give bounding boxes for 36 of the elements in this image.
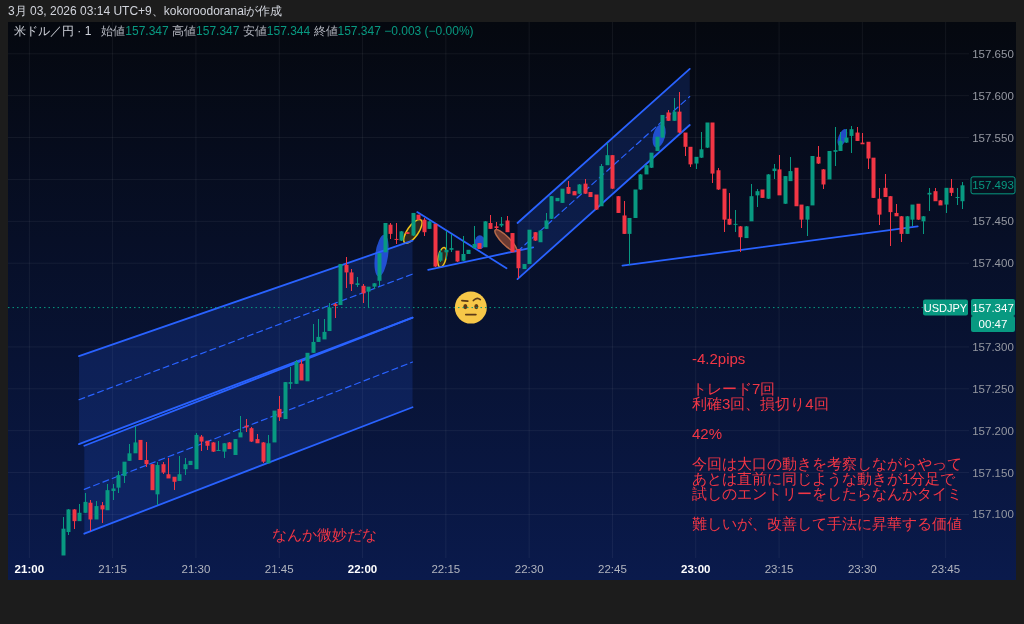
annotation: 利確3回、損切り4回: [692, 394, 829, 412]
annotation: なんか微妙だな: [272, 525, 377, 543]
y-tick-label: 157.400: [972, 257, 1014, 270]
x-tick-label: 23:30: [847, 563, 877, 575]
x-tick-label: 22:30: [514, 563, 544, 575]
x-tick-label: 21:00: [14, 563, 45, 575]
annotation: 今回は大口の動きを考察しながらやって: [692, 454, 962, 472]
x-tick-label: 21:15: [98, 563, 128, 575]
y-tick-label: 157.347: [972, 301, 1014, 314]
x-tick-label: 23:15: [764, 563, 794, 575]
y-tick-label: 157.150: [972, 466, 1014, 479]
chart-title: 米ドル／円 · 1: [14, 24, 92, 38]
x-tick-label: 23:00: [681, 563, 711, 575]
x-tick-label: 22:45: [598, 563, 627, 575]
text: 3月 03, 2026 03:14 UTC+9、kokoroodoranaiが作成: [8, 4, 283, 18]
x-tick-label: 21:45: [264, 563, 294, 575]
x-tick-label: 22:15: [431, 563, 461, 575]
y-tick-label: 157.100: [972, 508, 1014, 521]
annotation: 42%: [692, 424, 723, 442]
x-tick-label: 22:00: [347, 563, 378, 575]
annotation: -4.2pips: [692, 349, 746, 367]
y-tick-label: 157.250: [972, 382, 1014, 395]
ref-line-label: USDJPY: [923, 301, 968, 314]
y-tick-label: 157.300: [972, 340, 1014, 353]
x-tick-label: 23:45: [931, 563, 961, 575]
x-tick-label: 21:30: [181, 563, 211, 575]
y-tick-label: 157.650: [972, 47, 1014, 60]
y-tick-label: 157.550: [972, 131, 1014, 144]
y-tick-label: 157.450: [972, 215, 1014, 228]
text: 00:47: [978, 318, 1008, 330]
y-tick-label: 157.200: [972, 424, 1014, 437]
annotation: トレード7回: [692, 379, 776, 397]
annotation: 難しいが、改善して手法に昇華する価値: [692, 514, 962, 532]
y-tick-label: 157.600: [972, 89, 1014, 102]
text: 157.493: [972, 179, 1014, 192]
chart-subtitle: 始値157.347 高値157.347 安値157.344 終値157.347 −0.003 (−0.00%): [101, 24, 474, 38]
